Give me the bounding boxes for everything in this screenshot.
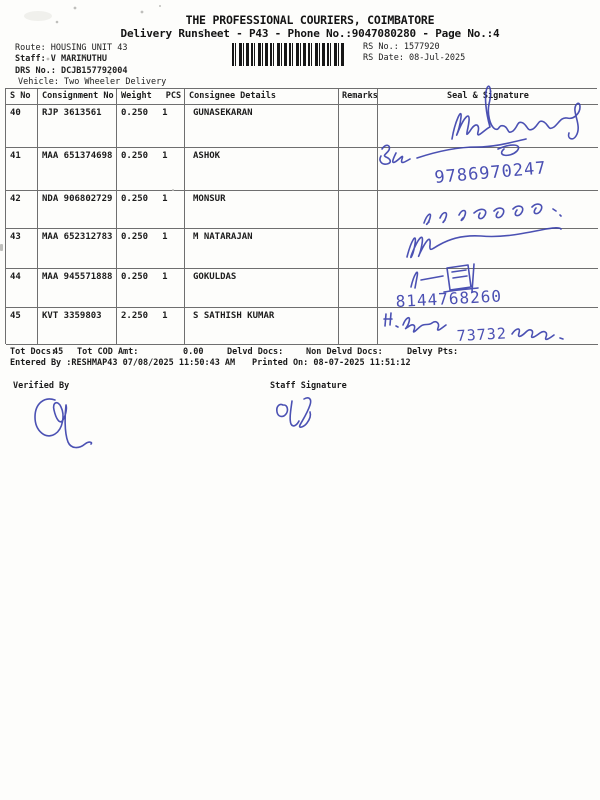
cell-consignee: GUNASEKARAN [185, 105, 339, 148]
cell-consignee: MONSUR [185, 191, 339, 229]
rs-barcode [232, 43, 346, 66]
col-header-pcs: PCS [165, 91, 182, 101]
cell-seal-signature [378, 308, 598, 345]
cell-seal-signature [378, 148, 598, 191]
verified-by-label: Verified By [13, 381, 70, 391]
col-header-s-no: S No [6, 89, 38, 105]
route-value: HOUSING UNIT 43 [50, 43, 128, 53]
cell-s-no: 40 [6, 105, 38, 148]
cell-consignment-no: KVT 3359803 [38, 308, 117, 345]
drs-label: DRS No.: [15, 66, 56, 76]
cell-remarks [339, 105, 378, 148]
col-header-consignment-no: Consignment No [38, 89, 117, 105]
cell-weight-pcs: 0.250 1 [117, 229, 185, 269]
rs-date-label: RS Date: [363, 53, 404, 63]
cell-consignment-no: MAA 652312783 [38, 229, 117, 269]
cell-pcs: 1 [162, 311, 168, 321]
cell-weight-pcs: 0.250 1 [117, 191, 185, 229]
cell-consignment-no: NDA 906802729 [38, 191, 117, 229]
cell-remarks [339, 148, 378, 191]
col-header-seal-signature: Seal & Signature [378, 89, 598, 105]
cell-s-no: 43 [6, 229, 38, 269]
cell-weight: 0.250 [121, 151, 149, 161]
vehicle-label: Vehicle: [18, 77, 59, 87]
cell-pcs: 1 [162, 272, 168, 282]
cell-remarks [339, 308, 378, 345]
staff-signature-label: Staff Signature [270, 381, 347, 391]
cell-weight-pcs: 0.250 1 [117, 148, 185, 191]
cell-s-no: 42 [6, 191, 38, 229]
drs-line: DRS No.: DCJB157792004 [15, 66, 127, 76]
cell-pcs: 1 [162, 108, 168, 118]
cell-seal-signature [378, 105, 598, 148]
rs-no-line: RS No.: 1577920 [363, 42, 440, 52]
drs-value: DCJB157792004 [60, 66, 128, 76]
cell-remarks [339, 191, 378, 229]
page-title: THE PROFESSIONAL COURIERS, COIMBATORE [185, 13, 435, 27]
staff-signature [276, 397, 312, 428]
cell-consignment-no: MAA 945571888 [38, 269, 117, 308]
cell-consignment-no: RJP 3613561 [38, 105, 117, 148]
col-header-weight-pcs: Weight PCS [117, 89, 185, 105]
cell-weight-pcs: 0.250 1 [117, 105, 185, 148]
vehicle-line: Vehicle: Two Wheeler Delivery [18, 77, 166, 87]
rs-date-line: RS Date: 08-Jul-2025 [363, 53, 465, 63]
col-header-remarks: Remarks [339, 89, 378, 105]
rs-no-value: 1577920 [403, 42, 440, 52]
cell-pcs: 1 [162, 232, 168, 242]
cell-weight: 0.250 [121, 108, 149, 118]
cell-s-no: 44 [6, 269, 38, 308]
page-subtitle: Delivery Runsheet - P43 - Phone No.:9047… [120, 27, 500, 40]
tot-docs-value: 45 [53, 347, 64, 357]
tot-cod-label: Tot COD Amt: [77, 347, 139, 357]
cell-seal-signature [378, 229, 598, 269]
cell-s-no: 41 [6, 148, 38, 191]
rs-date-value: 08-Jul-2025 [408, 53, 466, 63]
cell-weight-pcs: 0.250 1 [117, 269, 185, 308]
cell-weight: 2.250 [121, 311, 149, 321]
entered-by-line: Entered By :RESHMAP43 07/08/2025 11:50:4… [10, 358, 236, 368]
cell-s-no: 45 [6, 308, 38, 345]
cell-seal-signature [378, 269, 598, 308]
tot-cod-value: 0.00 [183, 347, 204, 357]
non-delvd-docs-label: Non Delvd Docs: [306, 347, 383, 357]
route-line: Route: HOUSING UNIT 43 [15, 43, 127, 53]
cell-weight-pcs: 2.250 1 [117, 308, 185, 345]
cell-pcs: 1 [162, 151, 168, 161]
tot-docs-label: Tot Docs: [10, 347, 57, 357]
verified-by-signature [34, 398, 93, 449]
rs-no-label: RS No.: [363, 42, 399, 52]
printed-on-line: Printed On: 08-07-2025 11:51:12 [252, 358, 411, 368]
cell-consignee: GOKULDAS [185, 269, 339, 308]
cell-weight: 0.250 [121, 194, 149, 204]
route-label: Route: [15, 43, 46, 53]
cell-consignee: M NATARAJAN [185, 229, 339, 269]
cell-remarks [339, 269, 378, 308]
col-header-weight: Weight [121, 91, 152, 101]
cell-weight: 0.250 [121, 232, 149, 242]
delvy-pts-label: Delvy Pts: [407, 347, 459, 357]
cell-weight: 0.250 [121, 272, 149, 282]
cell-remarks [339, 229, 378, 269]
staff-line: Staff: V MARIMUTHU [15, 54, 107, 64]
staff-value: V MARIMUTHU [50, 54, 108, 64]
cell-consignee: S SATHISH KUMAR [185, 308, 339, 345]
runsheet-table: S No Consignment No Weight PCS Consignee … [5, 88, 598, 345]
vehicle-value: Two Wheeler Delivery [63, 77, 167, 87]
delvd-docs-label: Delvd Docs: [227, 347, 284, 357]
cell-consignment-no: MAA 651374698 [38, 148, 117, 191]
cell-pcs: 1 [162, 194, 168, 204]
staff-label: Staff: [15, 54, 46, 64]
cell-seal-signature [378, 191, 598, 229]
cell-consignee: ASHOK [185, 148, 339, 191]
col-header-consignee: Consignee Details [185, 89, 339, 105]
